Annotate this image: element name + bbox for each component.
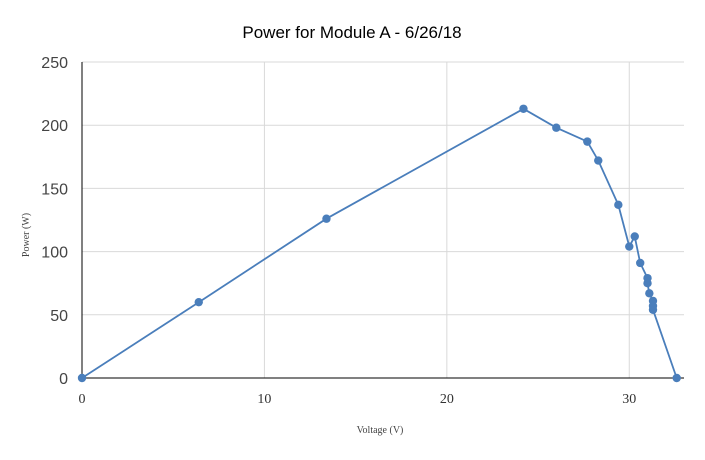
y-tick-label: 0 [59,371,68,388]
data-point [583,137,592,146]
data-point [77,373,87,383]
y-tick-label: 250 [41,55,68,72]
data-point [519,104,528,113]
x-tick-label: 0 [79,392,86,407]
data-point [552,123,561,132]
data-point [672,373,681,383]
y-tick-label: 200 [41,118,68,135]
tick-labels: 0 50 100 150 200 250 0 10 20 30 [41,55,636,407]
plot-area [77,104,681,383]
data-point [194,297,203,307]
data-point [636,258,645,268]
y-axis-label: Power (W) [21,213,32,257]
data-point [645,289,654,298]
data-point [322,214,331,223]
data-point [594,156,603,165]
data-point [625,242,634,251]
series-line [81,107,678,379]
data-point [643,279,652,288]
y-tick-label: 100 [41,245,68,262]
chart-title: Power for Module A - 6/26/18 [242,23,461,42]
x-tick-label: 10 [257,392,271,407]
data-point [648,305,658,314]
y-tick-label: 150 [41,181,68,198]
gridlines [82,61,684,378]
data-point [630,232,639,241]
x-axis-label: Voltage (V) [357,425,404,436]
x-tick-label: 20 [440,392,454,407]
data-point [614,200,623,210]
axes [81,62,684,379]
x-tick-label: 30 [622,392,636,407]
y-tick-label: 50 [50,308,68,325]
